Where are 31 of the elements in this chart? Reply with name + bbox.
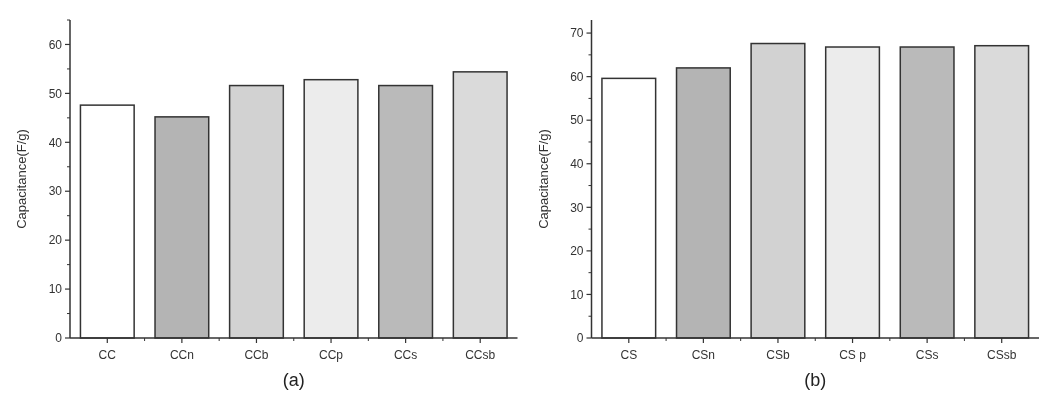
x-tick-label: CS p	[839, 348, 867, 362]
x-tick-label: CC	[98, 348, 117, 362]
y-tick-label: 40	[48, 135, 63, 150]
x-tick-label: CCs	[393, 348, 418, 362]
y-tick-label: 30	[570, 200, 584, 215]
y-tick-label: 50	[48, 86, 63, 101]
x-tick-label: CSb	[766, 348, 790, 362]
x-tick-label: CCp	[319, 348, 344, 362]
y-tick-label: 10	[570, 287, 584, 302]
y-tick-label: 20	[570, 244, 584, 259]
y-tick-label: 50	[570, 113, 584, 128]
y-tick-label: 0	[55, 331, 63, 346]
y-tick-label: 0	[576, 331, 584, 346]
text: (b)	[804, 370, 827, 390]
y-tick-label: 60	[48, 37, 63, 52]
x-tick-label: CCsb	[465, 348, 496, 362]
text: (a)	[282, 370, 305, 390]
y-tick-label: 40	[570, 156, 584, 171]
x-tick-label: CCn	[169, 348, 194, 362]
y-tick-label: 60	[570, 69, 584, 84]
y-tick-label: 30	[48, 184, 63, 199]
x-tick-label: CCb	[244, 348, 269, 362]
y-axis-title: Capacitance(F/g)	[535, 129, 551, 229]
x-tick-label: CSn	[691, 348, 716, 362]
y-tick-label: 10	[48, 282, 63, 297]
x-tick-label: CSsb	[987, 348, 1017, 362]
x-tick-label: CSs	[915, 348, 939, 362]
y-tick-label: 70	[570, 26, 584, 41]
y-axis-title: Capacitance(F/g)	[14, 129, 29, 229]
x-tick-label: CS	[620, 348, 638, 362]
y-tick-label: 20	[48, 233, 63, 248]
